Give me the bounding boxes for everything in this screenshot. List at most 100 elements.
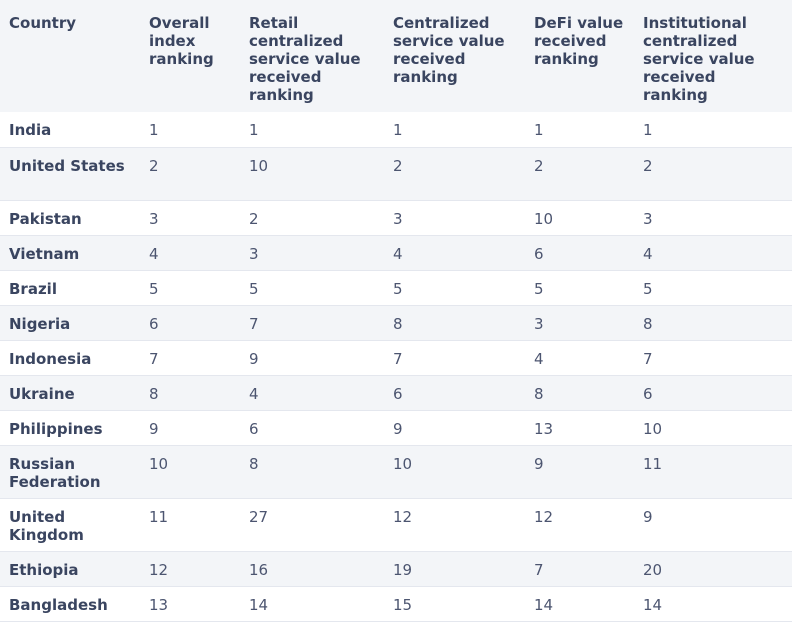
centralized-rank-cell: 5 <box>393 279 403 298</box>
retail-rank-cell: 27 <box>249 507 269 526</box>
institutional-rank-cell: 6 <box>643 384 653 403</box>
retail-rank-cell: 3 <box>249 244 259 263</box>
centralized-rank-cell: 8 <box>393 314 403 333</box>
overall-rank-cell: 5 <box>149 279 159 298</box>
centralized-rank-cell: 1 <box>393 121 403 139</box>
defi-rank-cell: 14 <box>534 595 554 614</box>
retail-rank-cell: 9 <box>249 349 259 368</box>
retail-rank-cell: 8 <box>249 454 259 473</box>
country-cell: India <box>9 121 52 139</box>
overall-rank-cell: 8 <box>149 384 159 403</box>
defi-rank-cell: 12 <box>534 507 554 526</box>
centralized-rank-cell: 19 <box>393 560 413 579</box>
institutional-rank-cell: 14 <box>643 595 663 614</box>
institutional-rank-cell: 11 <box>643 454 663 473</box>
centralized-rank-cell: 4 <box>393 244 403 263</box>
table-row: Philippines 9 6 9 13 10 <box>0 410 792 445</box>
retail-rank-cell: 4 <box>249 384 259 403</box>
centralized-rank-cell: 9 <box>393 419 403 438</box>
centralized-rank-cell: 6 <box>393 384 403 403</box>
country-cell: Russian Federation <box>9 454 101 491</box>
country-cell: Nigeria <box>9 314 71 333</box>
country-cell: Pakistan <box>9 209 82 228</box>
table-row: Ukraine 8 4 6 8 6 <box>0 375 792 410</box>
country-cell: Ukraine <box>9 384 75 403</box>
retail-rank-cell: 2 <box>249 209 259 228</box>
header-row: Country Overall index ranking Retail cen… <box>0 0 792 112</box>
defi-rank-cell: 3 <box>534 314 544 333</box>
institutional-rank-cell: 7 <box>643 349 653 368</box>
defi-rank-cell: 5 <box>534 279 544 298</box>
overall-rank-cell: 12 <box>149 560 169 579</box>
overall-rank-cell: 1 <box>149 121 159 139</box>
country-cell: Philippines <box>9 419 103 438</box>
country-cell: Bangladesh <box>9 595 108 614</box>
centralized-rank-cell: 3 <box>393 209 403 228</box>
retail-rank-cell: 1 <box>249 121 259 139</box>
table-row: Vietnam 4 3 4 6 4 <box>0 235 792 270</box>
defi-rank-cell: 13 <box>534 419 554 438</box>
institutional-rank-cell: 20 <box>643 560 663 579</box>
header-defi-ranking: DeFi value received ranking <box>534 14 624 68</box>
centralized-rank-cell: 7 <box>393 349 403 368</box>
defi-rank-cell: 9 <box>534 454 544 473</box>
overall-rank-cell: 11 <box>149 507 169 526</box>
table-row: Nigeria 6 7 8 3 8 <box>0 305 792 340</box>
retail-rank-cell: 5 <box>249 279 259 298</box>
institutional-rank-cell: 9 <box>643 507 653 526</box>
country-cell: Vietnam <box>9 244 80 263</box>
country-cell: United States <box>9 156 125 175</box>
institutional-rank-cell: 5 <box>643 279 653 298</box>
retail-rank-cell: 7 <box>249 314 259 333</box>
country-cell: Brazil <box>9 279 57 298</box>
overall-rank-cell: 9 <box>149 419 159 438</box>
country-cell: United Kingdom <box>9 507 84 544</box>
table-row: Brazil 5 5 5 5 5 <box>0 270 792 305</box>
centralized-rank-cell: 10 <box>393 454 413 473</box>
defi-rank-cell: 8 <box>534 384 544 403</box>
table-row: India 1 1 1 1 1 <box>0 112 792 147</box>
defi-rank-cell: 6 <box>534 244 544 263</box>
defi-rank-cell: 7 <box>534 560 544 579</box>
centralized-rank-cell: 2 <box>393 156 403 175</box>
overall-rank-cell: 4 <box>149 244 159 263</box>
table-header: Country Overall index ranking Retail cen… <box>0 0 792 112</box>
retail-rank-cell: 14 <box>249 595 269 614</box>
country-cell: Ethiopia <box>9 560 79 579</box>
overall-rank-cell: 3 <box>149 209 159 228</box>
header-overall-index-ranking: Overall index ranking <box>149 14 214 68</box>
overall-rank-cell: 13 <box>149 595 169 614</box>
overall-rank-cell: 10 <box>149 454 169 473</box>
overall-rank-cell: 2 <box>149 156 159 175</box>
retail-rank-cell: 10 <box>249 156 269 175</box>
retail-rank-cell: 16 <box>249 560 269 579</box>
header-retail-centralized-ranking: Retail centralized service value receive… <box>249 14 361 104</box>
institutional-rank-cell: 10 <box>643 419 663 438</box>
header-centralized-service-ranking: Centralized service value received ranki… <box>393 14 505 86</box>
table-row: Pakistan 3 2 3 10 3 <box>0 200 792 235</box>
defi-rank-cell: 4 <box>534 349 544 368</box>
header-institutional-centralized-ranking: Institutional centralized service value … <box>643 14 755 104</box>
country-cell: Indonesia <box>9 349 92 368</box>
table-row: Ethiopia 12 16 19 7 20 <box>0 551 792 586</box>
table-body: India 1 1 1 1 1 United States 2 10 2 2 2… <box>0 112 792 621</box>
institutional-rank-cell: 1 <box>643 121 653 139</box>
institutional-rank-cell: 4 <box>643 244 653 263</box>
defi-rank-cell: 1 <box>534 121 544 139</box>
institutional-rank-cell: 3 <box>643 209 653 228</box>
table-row: United Kingdom 11 27 12 12 9 <box>0 498 792 551</box>
institutional-rank-cell: 8 <box>643 314 653 333</box>
institutional-rank-cell: 2 <box>643 156 653 175</box>
table-row: Indonesia 7 9 7 4 7 <box>0 340 792 375</box>
overall-rank-cell: 7 <box>149 349 159 368</box>
table-row: United States 2 10 2 2 2 <box>0 147 792 200</box>
defi-rank-cell: 10 <box>534 209 554 228</box>
header-country: Country <box>9 14 77 32</box>
centralized-rank-cell: 12 <box>393 507 413 526</box>
defi-rank-cell: 2 <box>534 156 544 175</box>
table-row: Bangladesh 13 14 15 14 14 <box>0 586 792 621</box>
retail-rank-cell: 6 <box>249 419 259 438</box>
centralized-rank-cell: 15 <box>393 595 413 614</box>
table-row: Russian Federation 10 8 10 9 11 <box>0 445 792 498</box>
overall-rank-cell: 6 <box>149 314 159 333</box>
